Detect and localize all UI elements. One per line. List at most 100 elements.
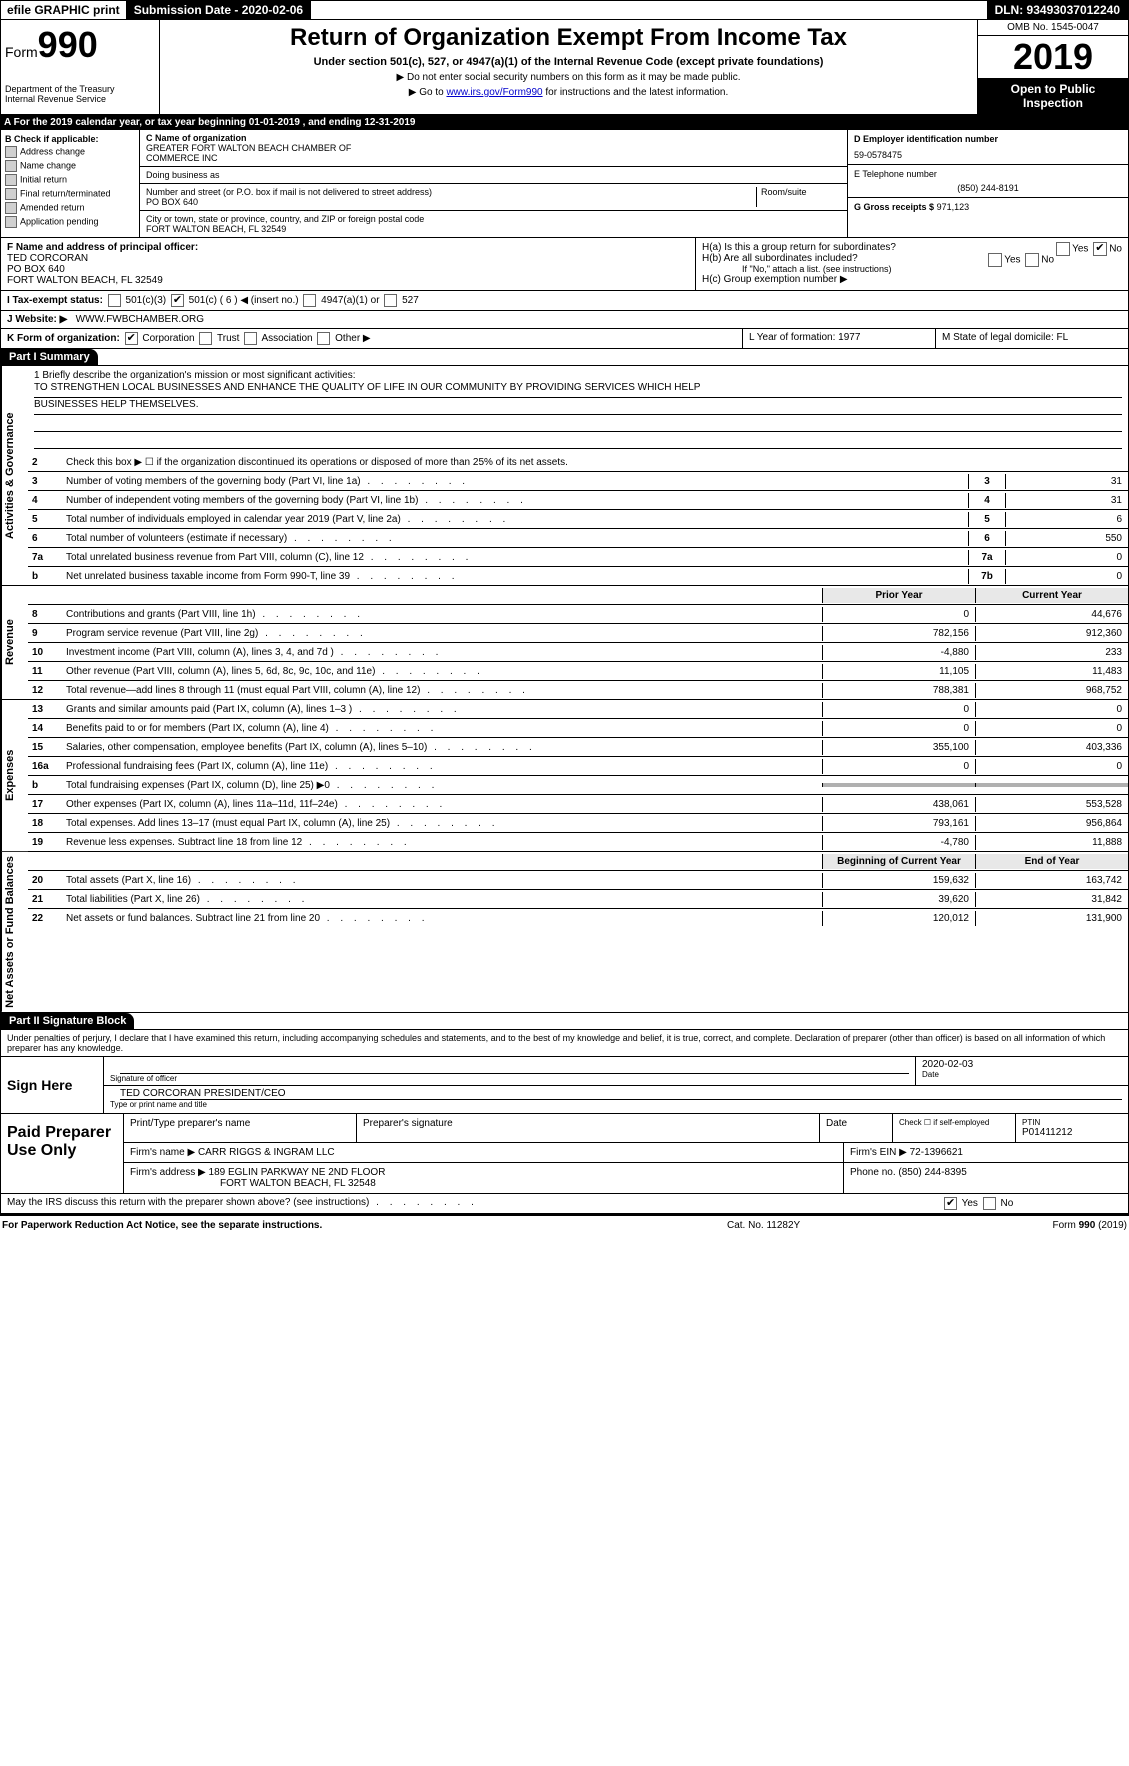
k-chk4[interactable] [317, 332, 330, 345]
row-curr: 912,360 [975, 626, 1128, 641]
city-cell: City or town, state or province, country… [140, 211, 847, 237]
sig-row: Sign Here Signature of officer 2020-02-0… [1, 1056, 1128, 1113]
discuss-q: May the IRS discuss this return with the… [1, 1194, 936, 1213]
part1-header: Part I Summary [1, 349, 98, 365]
phone-cell: Phone no. (850) 244-8395 [844, 1163, 1128, 1193]
row-desc: Professional fundraising fees (Part IX, … [62, 759, 822, 774]
row-prior: 120,012 [822, 911, 975, 926]
ein-lbl: D Employer identification number [854, 134, 1122, 144]
firm-lbl: Firm's name ▶ [130, 1147, 195, 1158]
k-chk3[interactable] [244, 332, 257, 345]
row-desc: Other expenses (Part IX, column (A), lin… [62, 797, 822, 812]
paid-preparer-block: Paid Preparer Use Only Print/Type prepar… [0, 1114, 1129, 1194]
colb-item: Address change [5, 146, 135, 158]
row-num: 12 [28, 683, 62, 698]
gross-lbl: G Gross receipts $ [854, 202, 934, 212]
dept-irs: Internal Revenue Service [5, 94, 155, 104]
typed-name: TED CORCORAN PRESIDENT/CEO [120, 1088, 1122, 1100]
phone-lbl: Phone no. [850, 1167, 896, 1178]
row-prior: 0 [822, 759, 975, 774]
part2-header: Part II Signature Block [1, 1013, 134, 1029]
sig-date: 2020-02-03 [922, 1059, 1122, 1070]
note-link: ▶ Go to www.irs.gov/Form990 for instruct… [164, 87, 973, 98]
discuss-yes[interactable] [944, 1197, 957, 1210]
table-row: 3Number of voting members of the governi… [28, 472, 1128, 491]
paid-firm-row: Firm's name ▶ CARR RIGGS & INGRAM LLC Fi… [124, 1143, 1128, 1163]
row-val: 6 [1005, 512, 1128, 527]
checkbox[interactable] [5, 146, 17, 158]
row-num: 9 [28, 626, 62, 641]
mission-block: 1 Briefly describe the organization's mi… [28, 366, 1128, 453]
row-prior: 0 [822, 702, 975, 717]
q1: 1 Briefly describe the organization's mi… [34, 370, 1122, 381]
summary-netassets: Net Assets or Fund Balances Beginning of… [0, 852, 1129, 1013]
ts-chk1[interactable] [108, 294, 121, 307]
col-c-org: C Name of organization GREATER FORT WALT… [140, 130, 848, 237]
addr2-val: FORT WALTON BEACH, FL 32548 [130, 1178, 837, 1189]
row-num: 6 [28, 531, 62, 546]
row-desc: Investment income (Part VIII, column (A)… [62, 645, 822, 660]
row-num: 22 [28, 911, 62, 926]
discuss-no[interactable] [983, 1197, 996, 1210]
hb-yes-box[interactable] [988, 253, 1002, 267]
row-num: 4 [28, 493, 62, 508]
submission-date: Submission Date - 2020-02-06 [126, 1, 311, 19]
table-row: bNet unrelated business taxable income f… [28, 567, 1128, 585]
summary-expenses: Expenses 13Grants and similar amounts pa… [0, 700, 1129, 852]
ts-chk3[interactable] [303, 294, 316, 307]
table-row: 11Other revenue (Part VIII, column (A), … [28, 662, 1128, 681]
checkbox[interactable] [5, 216, 17, 228]
irs-link[interactable]: www.irs.gov/Form990 [446, 87, 542, 98]
typed-row: TED CORCORAN PRESIDENT/CEO Type or print… [104, 1086, 1128, 1111]
checkbox[interactable] [5, 174, 17, 186]
form-990: 990 [38, 24, 98, 65]
checkbox[interactable] [5, 160, 17, 172]
hb-no-box[interactable] [1025, 253, 1039, 267]
no-lbl2: No [1041, 255, 1054, 266]
row-box: 3 [968, 474, 1005, 489]
form-header: Form990 Department of the Treasury Inter… [0, 20, 1129, 115]
row-desc: Total revenue—add lines 8 through 11 (mu… [62, 683, 822, 698]
table-row: 12Total revenue—add lines 8 through 11 (… [28, 681, 1128, 699]
k-chk2[interactable] [199, 332, 212, 345]
rev-header: Prior Year Current Year [28, 586, 1128, 605]
hb-note: If "No," attach a list. (see instruction… [702, 264, 1122, 274]
addr-cell: Number and street (or P.O. box if mail i… [140, 184, 847, 211]
firm-name: CARR RIGGS & INGRAM LLC [198, 1147, 335, 1158]
date-lbl: Date [922, 1070, 1122, 1079]
efile-label: efile GRAPHIC print [1, 1, 126, 19]
row-curr: 11,483 [975, 664, 1128, 679]
ts-chk4[interactable] [384, 294, 397, 307]
table-row: 19Revenue less expenses. Subtract line 1… [28, 833, 1128, 851]
colb-item: Name change [5, 160, 135, 172]
gross-cell: G Gross receipts $ 971,123 [848, 198, 1128, 216]
website: J Website: ▶ WWW.FWBCHAMBER.ORG [1, 311, 1128, 328]
ha-no-box[interactable] [1093, 242, 1107, 256]
checkbox[interactable] [5, 188, 17, 200]
row-curr: 553,528 [975, 797, 1128, 812]
colb-item: Application pending [5, 216, 135, 228]
checkbox[interactable] [5, 202, 17, 214]
row-curr: 44,676 [975, 607, 1128, 622]
mission1: TO STRENGTHEN LOCAL BUSINESSES AND ENHAN… [34, 381, 1122, 398]
ha-yes-box[interactable] [1056, 242, 1070, 256]
table-row: 15Salaries, other compensation, employee… [28, 738, 1128, 757]
no3: No [1001, 1198, 1014, 1209]
row-desc: Contributions and grants (Part VIII, lin… [62, 607, 822, 622]
exp-rows: 13Grants and similar amounts paid (Part … [28, 700, 1128, 851]
sig-note: Under penalties of perjury, I declare th… [1, 1030, 1128, 1056]
firm-cell: Firm's name ▶ CARR RIGGS & INGRAM LLC [124, 1143, 844, 1162]
colb-item: Initial return [5, 174, 135, 186]
sig-line[interactable] [120, 1059, 909, 1074]
ts-chk2[interactable] [171, 294, 184, 307]
row-box: 5 [968, 512, 1005, 527]
k-chk1[interactable] [125, 332, 138, 345]
form-title: Return of Organization Exempt From Incom… [164, 24, 973, 52]
row-num: 16a [28, 759, 62, 774]
row-curr: 131,900 [975, 911, 1128, 926]
table-row: bTotal fundraising expenses (Part IX, co… [28, 776, 1128, 795]
row-desc: Total assets (Part X, line 16) [62, 873, 822, 888]
hc-lbl: H(c) Group exemption number ▶ [702, 274, 1122, 285]
footer-left: For Paperwork Reduction Act Notice, see … [2, 1220, 727, 1231]
hb-lbl: H(b) Are all subordinates included? [702, 253, 858, 264]
